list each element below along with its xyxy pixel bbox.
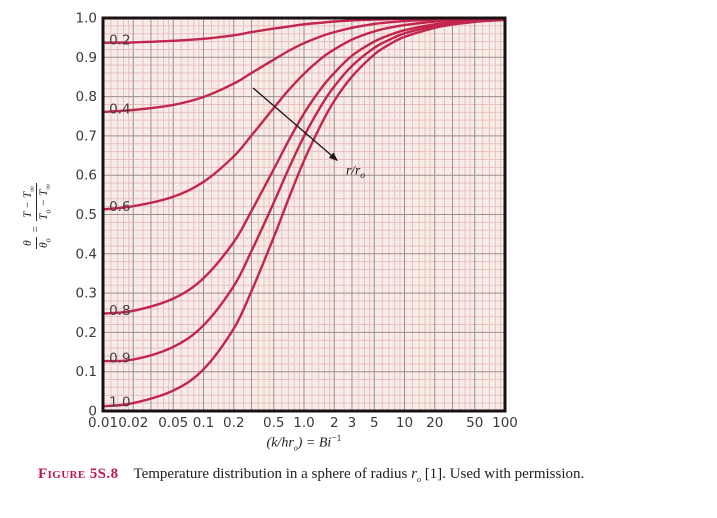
caption-text-end: [1]. Used with permission. <box>420 466 585 482</box>
y-tick-1.0: 1.0 <box>76 11 97 27</box>
x-tick-0.2: 0.2 <box>223 415 244 431</box>
curve-label-0.9: 0.9 <box>109 351 130 367</box>
caption-text-start: Temperature distribution in a sphere of … <box>133 466 412 482</box>
y-tick-0.5: 0.5 <box>76 207 97 223</box>
x-tick-3: 3 <box>348 415 357 431</box>
y-tick-0.9: 0.9 <box>76 50 97 66</box>
rro-direction-arrow <box>252 87 335 159</box>
x-tick-0.02: 0.02 <box>118 415 148 431</box>
x-tick-0.5: 0.5 <box>263 415 284 431</box>
x-axis-title: (k/hro) = Bi−1 <box>266 434 342 453</box>
x-tick-2: 2 <box>330 415 339 431</box>
theta-fraction: θ θo <box>21 237 52 249</box>
x-tick-0.1: 0.1 <box>193 415 214 431</box>
y-tick-0.6: 0.6 <box>76 168 97 184</box>
y-tick-0.3: 0.3 <box>76 286 97 302</box>
caption-math-r-sub: o <box>416 475 421 484</box>
x-tick-50: 50 <box>466 415 483 431</box>
x-tick-0.01: 0.01 <box>88 415 118 431</box>
curve-label-0.8: 0.8 <box>109 303 130 319</box>
y-tick-0: 0 <box>88 404 97 420</box>
y-tick-0.2: 0.2 <box>76 325 97 341</box>
x-tick-0.05: 0.05 <box>158 415 188 431</box>
y-tick-0.4: 0.4 <box>76 246 97 262</box>
curve-label-0.4: 0.4 <box>109 101 130 117</box>
theta-denominator: θo <box>37 238 52 248</box>
plot-border <box>101 16 507 413</box>
temperature-fraction: T − T∞ To − T∞ <box>21 183 52 221</box>
y-tick-0.1: 0.1 <box>76 364 97 380</box>
theta-numerator: θ <box>21 237 37 249</box>
x-tick-10: 10 <box>396 415 413 431</box>
curve-r/ro-0.6 <box>101 17 507 211</box>
arrowhead <box>328 152 338 162</box>
annotation-rro-label: r/ro <box>346 162 365 181</box>
y-tick-0.8: 0.8 <box>76 89 97 105</box>
x-tick-100: 100 <box>492 415 518 431</box>
curve-label-0.2: 0.2 <box>109 32 130 48</box>
curve-r/ro-1.0 <box>101 18 507 408</box>
x-tick-5: 5 <box>370 415 379 431</box>
caption-math-r: r <box>411 466 417 482</box>
curve-label-0.6: 0.6 <box>109 199 130 215</box>
y-axis-title: θ θo = T − T∞ To − T∞ <box>19 164 53 268</box>
figure-caption: Figure 5S.8 Temperature distribution in a… <box>38 466 698 484</box>
figure-number-label: Figure 5S.8 <box>38 466 119 482</box>
curve-label-1.0: 1.0 <box>109 395 130 411</box>
temperature-numerator: T − T∞ <box>21 183 37 221</box>
x-tick-1.0: 1.0 <box>293 415 314 431</box>
equals-sign: = <box>30 225 42 233</box>
temperature-denominator: To − T∞ <box>37 183 52 220</box>
x-tick-20: 20 <box>426 415 443 431</box>
curve-r/ro-0.9 <box>101 18 507 363</box>
y-tick-0.7: 0.7 <box>76 128 97 144</box>
